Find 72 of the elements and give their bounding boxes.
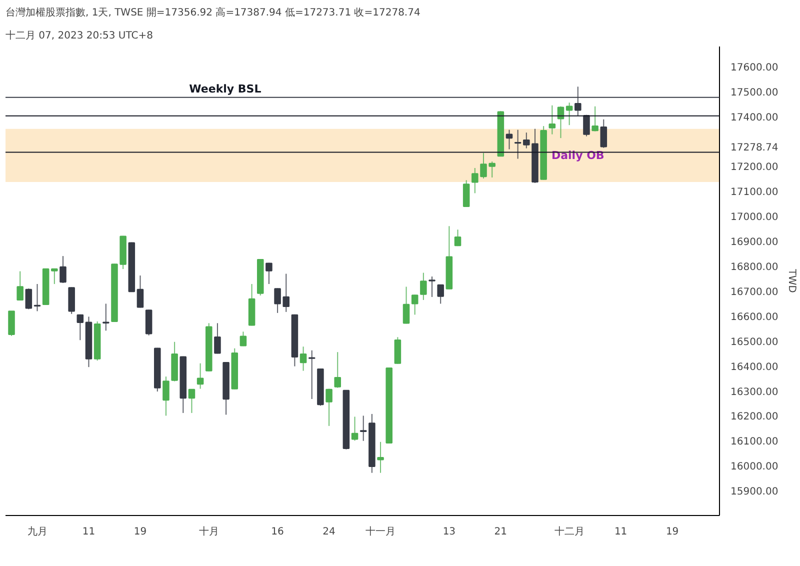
y-tick-label: 17400.00	[730, 112, 778, 124]
x-tick-label: 十二月	[554, 526, 584, 538]
x-tick-label: 十月	[198, 526, 219, 538]
y-tick-label: 16100.00	[730, 436, 778, 448]
candlestick	[136, 275, 144, 308]
candlestick	[462, 180, 470, 208]
y-tick-label: 16600.00	[730, 312, 778, 323]
y-tick-label: 17200.00	[730, 162, 778, 174]
y-tick-label: 16000.00	[730, 462, 778, 473]
candlestick	[514, 129, 522, 160]
y-tick-label: 16300.00	[730, 386, 778, 398]
y-tick-label: 17278.74	[730, 142, 778, 154]
y-tick-label: 16800.00	[730, 262, 778, 274]
x-tick-label: 16	[271, 526, 284, 538]
candlestick	[420, 272, 427, 300]
y-tick-label: 15900.00	[730, 486, 778, 498]
candlestick	[162, 376, 170, 416]
candlestick	[334, 352, 341, 388]
x-tick-label: 九月	[27, 526, 48, 538]
chart-title: 台灣加權股票指數, 1天, TWSE 開=17356.92 高=17387.94 低=17273.71 收=17278.74	[6, 6, 420, 18]
candlestick	[351, 416, 358, 442]
candlestick	[428, 276, 436, 298]
x-tick-label: 19	[134, 526, 147, 538]
candlestick	[102, 303, 110, 332]
candlestick	[308, 350, 316, 400]
candlestick	[76, 314, 84, 341]
candlestick	[68, 286, 75, 314]
y-axis-title: TWD	[786, 268, 798, 294]
y-tick-label: 17000.00	[730, 212, 778, 224]
candlestick	[8, 310, 15, 336]
candlestick	[196, 362, 204, 390]
candlestick	[214, 322, 221, 354]
candlestick	[25, 288, 32, 310]
candlestick	[326, 388, 332, 426]
y-tick-label: 17500.00	[730, 87, 778, 98]
y-tick-label: 17100.00	[730, 187, 778, 198]
x-tick-label: 11	[82, 526, 96, 538]
y-tick-label: 16400.00	[730, 362, 778, 373]
candlestick	[300, 346, 307, 372]
candlestick	[188, 388, 196, 414]
x-tick-label: 十一月	[366, 526, 396, 538]
candlestick	[592, 106, 598, 132]
candlestick	[566, 102, 573, 126]
x-tick-label: 13	[442, 526, 456, 538]
candlestick	[377, 441, 384, 474]
y-tick-label: 16200.00	[730, 412, 778, 423]
y-tick-label: 16900.00	[730, 237, 778, 248]
y-tick-label: 16700.00	[730, 286, 778, 298]
x-tick-label: 19	[666, 526, 679, 538]
candlestick	[437, 284, 444, 304]
candlestick	[145, 309, 152, 336]
text: 十二月 07, 2023 20:53 UTC+8	[6, 30, 153, 42]
ref-line-label: Weekly BSL	[189, 82, 262, 96]
candlestick	[16, 270, 24, 301]
x-tick-label: 11	[614, 526, 628, 538]
candlestick	[454, 229, 462, 247]
x-tick-label: 21	[494, 526, 508, 538]
y-tick-label: 17600.00	[730, 62, 778, 74]
candlestick	[402, 286, 410, 324]
candlestick	[600, 118, 608, 148]
candlestick	[34, 283, 41, 312]
candlestick	[394, 336, 402, 364]
candlestick	[240, 331, 247, 347]
candlestick	[360, 415, 367, 442]
candlestick	[548, 104, 556, 135]
x-tick-label: 24	[322, 526, 336, 538]
y-tick-label: 16500.00	[730, 336, 778, 348]
candlestick	[411, 294, 418, 316]
candlestick	[506, 129, 513, 150]
candlestick	[51, 268, 58, 284]
candlestick	[266, 262, 272, 284]
candlestick	[60, 256, 66, 284]
